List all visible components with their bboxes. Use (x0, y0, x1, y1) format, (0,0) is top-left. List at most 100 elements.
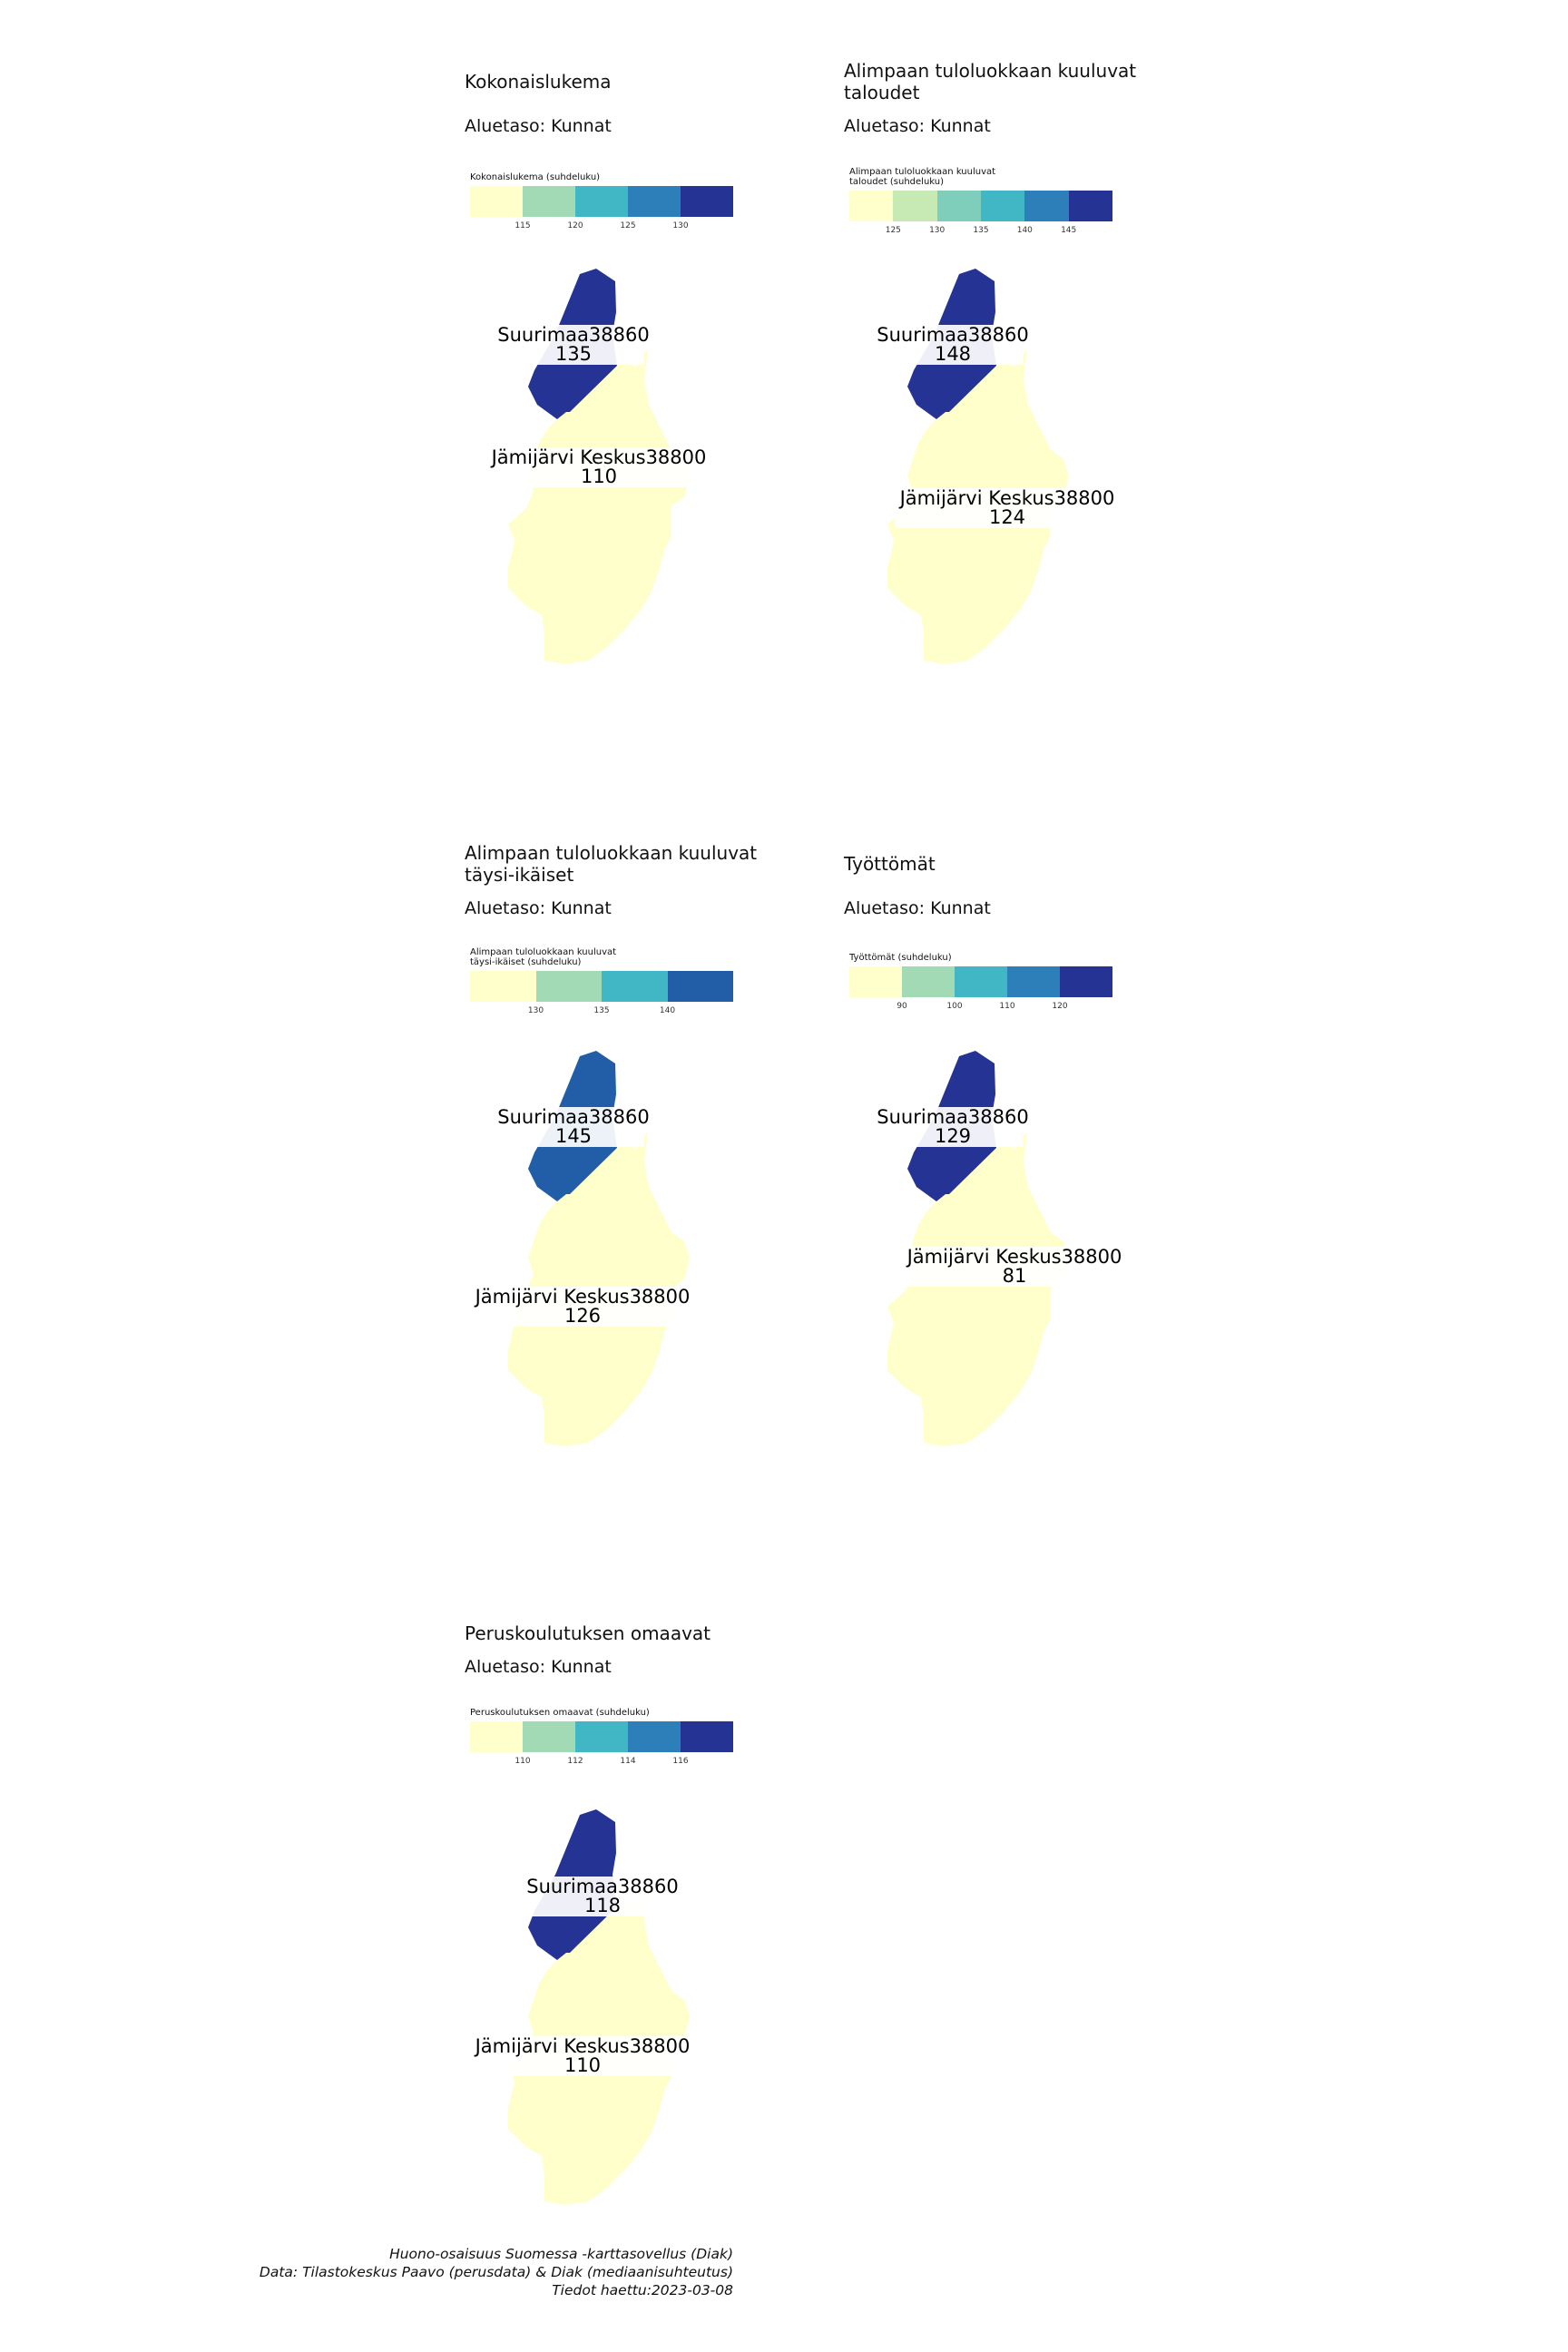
map-subtitle: Aluetaso: Kunnat (465, 898, 612, 918)
label-suurimaa-name: Suurimaa38860 (497, 324, 649, 346)
legend-color-bar (849, 191, 1112, 221)
legend-swatch (681, 186, 733, 217)
region-jamijarvi-keskus (508, 350, 690, 664)
legend-swatch (523, 186, 575, 217)
map-title: Peruskoulutuksen omaavat (465, 1622, 711, 1644)
legend-swatch (902, 966, 955, 997)
legend-color-bar (470, 186, 733, 217)
legend-tick-label: 112 (567, 1757, 583, 1766)
label-bg-jamijarvi (902, 1247, 1127, 1287)
legend-tick-label: 116 (672, 1757, 689, 1766)
legend-tick-label: 125 (885, 226, 901, 235)
legend-swatch (849, 966, 902, 997)
legend-tick-label: 110 (999, 1002, 1015, 1011)
label-suurimaa-value: 135 (555, 343, 592, 365)
label-jamijarvi-name: Jämijärvi Keskus38800 (474, 1286, 691, 1308)
label-jamijarvi-name: Jämijärvi Keskus38800 (490, 446, 707, 468)
map-title: Alimpaan tuloluokkaan kuuluvat taloudet (844, 60, 1137, 103)
legend-swatch (575, 1721, 628, 1752)
legend-swatch (849, 191, 894, 221)
label-suurimaa-name: Suurimaa38860 (526, 1876, 678, 1897)
label-bg-suurimaa (882, 1107, 1024, 1147)
source-caption: Huono-osaisuus Suomessa -karttasovellus … (152, 2245, 733, 2299)
legend-swatch (628, 186, 681, 217)
legend-title: Kokonaislukema (suhdeluku) (470, 172, 601, 182)
legend-tick-label: 140 (659, 1006, 676, 1015)
legend-tick-label: 110 (514, 1757, 531, 1766)
map-legend: Peruskoulutuksen omaavat (suhdeluku) 110… (470, 1708, 742, 1769)
label-jamijarvi-value: 124 (989, 506, 1025, 528)
legend-title: Alimpaan tuloluokkaan kuuluvat täysi-ikä… (470, 947, 617, 967)
label-suurimaa-name: Suurimaa38860 (497, 1106, 649, 1128)
map-legend: Alimpaan tuloluokkaan kuuluvat täysi-ikä… (470, 947, 742, 1019)
legend-tick-label: 145 (1061, 226, 1077, 235)
legend-swatch (523, 1721, 575, 1752)
legend-ticks: 115 120 125 130 (470, 221, 733, 234)
label-jamijarvi-value: 110 (581, 466, 617, 487)
legend-tick-label: 135 (973, 226, 989, 235)
map-panel-tyottomat: Työttömät Aluetaso: Kunnat Työttömät (su… (844, 853, 1243, 1506)
map-title: Työttömät (844, 853, 936, 875)
legend-tick-label: 90 (897, 1002, 907, 1011)
map-legend: Alimpaan tuloluokkaan kuuluvat taloudet … (849, 167, 1122, 239)
map-subtitle: Aluetaso: Kunnat (465, 1657, 612, 1677)
legend-swatch (955, 966, 1007, 997)
map-panel-taysi-ikaiset: Alimpaan tuloluokkaan kuuluvat täysi-ikä… (465, 842, 864, 1495)
legend-swatch (1007, 966, 1060, 997)
legend-tick-label: 114 (620, 1757, 636, 1766)
map-subtitle: Aluetaso: Kunnat (844, 116, 991, 136)
legend-ticks: 125 130 135 140 145 (849, 226, 1112, 239)
label-suurimaa-name: Suurimaa38860 (877, 1106, 1028, 1128)
legend-swatch (1060, 966, 1112, 997)
legend-ticks: 110 112 114 116 (470, 1757, 733, 1769)
legend-swatch (893, 191, 937, 221)
label-bg-jamijarvi (895, 488, 1120, 528)
legend-color-bar (849, 966, 1112, 997)
label-jamijarvi-value: 81 (1003, 1265, 1027, 1287)
label-jamijarvi-value: 110 (564, 2054, 601, 2076)
legend-tick-label: 140 (1016, 226, 1033, 235)
label-bg-jamijarvi (486, 447, 711, 487)
legend-tick-label: 125 (620, 221, 636, 230)
label-jamijarvi-name: Jämijärvi Keskus38800 (898, 487, 1115, 509)
map-panel-peruskoulutus: Peruskoulutuksen omaavat Aluetaso: Kunna… (465, 1622, 864, 2276)
label-jamijarvi-name: Jämijärvi Keskus38800 (474, 2035, 691, 2057)
legend-swatch (470, 1721, 523, 1752)
legend-swatch (936, 191, 981, 221)
map-legend: Kokonaislukema (suhdeluku) 115 120 125 130 (470, 172, 742, 234)
legend-tick-label: 130 (672, 221, 689, 230)
label-suurimaa-value: 148 (935, 343, 971, 365)
legend-ticks: 130 135 140 (470, 1006, 733, 1019)
legend-color-bar (470, 1721, 733, 1752)
region-jamijarvi-keskus (887, 1132, 1069, 1446)
label-suurimaa-value: 145 (555, 1125, 592, 1147)
label-suurimaa-value: 118 (584, 1895, 621, 1916)
map-panel-kokonaislukema: Kokonaislukema Aluetaso: Kunnat Kokonais… (465, 71, 864, 724)
map-title: Kokonaislukema (465, 71, 612, 93)
legend-tick-label: 100 (946, 1002, 963, 1011)
legend-swatch (628, 1721, 681, 1752)
map-title: Alimpaan tuloluokkaan kuuluvat täysi-ikä… (465, 842, 758, 886)
caption-data-source: Data: Tilastokeskus Paavo (perusdata) & … (259, 2264, 733, 2280)
legend-swatch (667, 971, 733, 1002)
label-jamijarvi-value: 126 (564, 1305, 601, 1327)
legend-tick-label: 120 (567, 221, 583, 230)
legend-swatch (470, 971, 536, 1002)
map-legend: Työttömät (suhdeluku) 90 100 110 120 (849, 953, 1122, 1014)
legend-swatch (1068, 191, 1112, 221)
legend-swatch (1024, 191, 1069, 221)
legend-swatch (681, 1721, 733, 1752)
legend-title: Työttömät (suhdeluku) (849, 953, 952, 963)
legend-swatch (470, 186, 523, 217)
legend-title: Alimpaan tuloluokkaan kuuluvat taloudet … (849, 167, 996, 187)
label-bg-jamijarvi (470, 1287, 695, 1327)
caption-retrieved-date: Tiedot haettu:2023-03-08 (552, 2282, 733, 2298)
legend-swatch (602, 971, 668, 1002)
legend-tick-label: 135 (593, 1006, 610, 1015)
legend-tick-label: 130 (527, 1006, 544, 1015)
